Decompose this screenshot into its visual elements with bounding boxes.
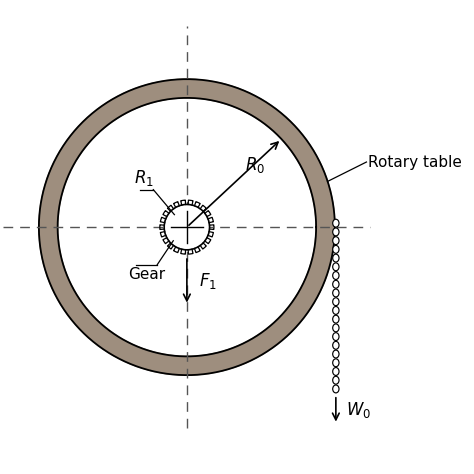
Ellipse shape bbox=[333, 315, 339, 323]
Text: Gear: Gear bbox=[128, 266, 165, 282]
Ellipse shape bbox=[333, 307, 339, 314]
Ellipse shape bbox=[333, 376, 339, 384]
Text: $R_0$: $R_0$ bbox=[245, 155, 265, 174]
Ellipse shape bbox=[333, 237, 339, 245]
Ellipse shape bbox=[333, 324, 339, 332]
Text: $F_1$: $F_1$ bbox=[199, 271, 217, 291]
Ellipse shape bbox=[333, 385, 339, 393]
Circle shape bbox=[164, 204, 210, 250]
Ellipse shape bbox=[333, 254, 339, 262]
Ellipse shape bbox=[333, 228, 339, 236]
Ellipse shape bbox=[333, 341, 339, 349]
Ellipse shape bbox=[333, 246, 339, 253]
Ellipse shape bbox=[333, 333, 339, 340]
Ellipse shape bbox=[333, 219, 339, 227]
Text: $R_1$: $R_1$ bbox=[134, 168, 154, 188]
Text: $W_0$: $W_0$ bbox=[346, 400, 371, 419]
Ellipse shape bbox=[333, 272, 339, 280]
Ellipse shape bbox=[333, 359, 339, 367]
Text: Rotary table: Rotary table bbox=[368, 155, 462, 170]
Ellipse shape bbox=[333, 263, 339, 271]
Ellipse shape bbox=[333, 289, 339, 297]
Ellipse shape bbox=[333, 367, 339, 375]
Ellipse shape bbox=[333, 350, 339, 358]
Ellipse shape bbox=[333, 298, 339, 306]
Ellipse shape bbox=[333, 280, 339, 288]
